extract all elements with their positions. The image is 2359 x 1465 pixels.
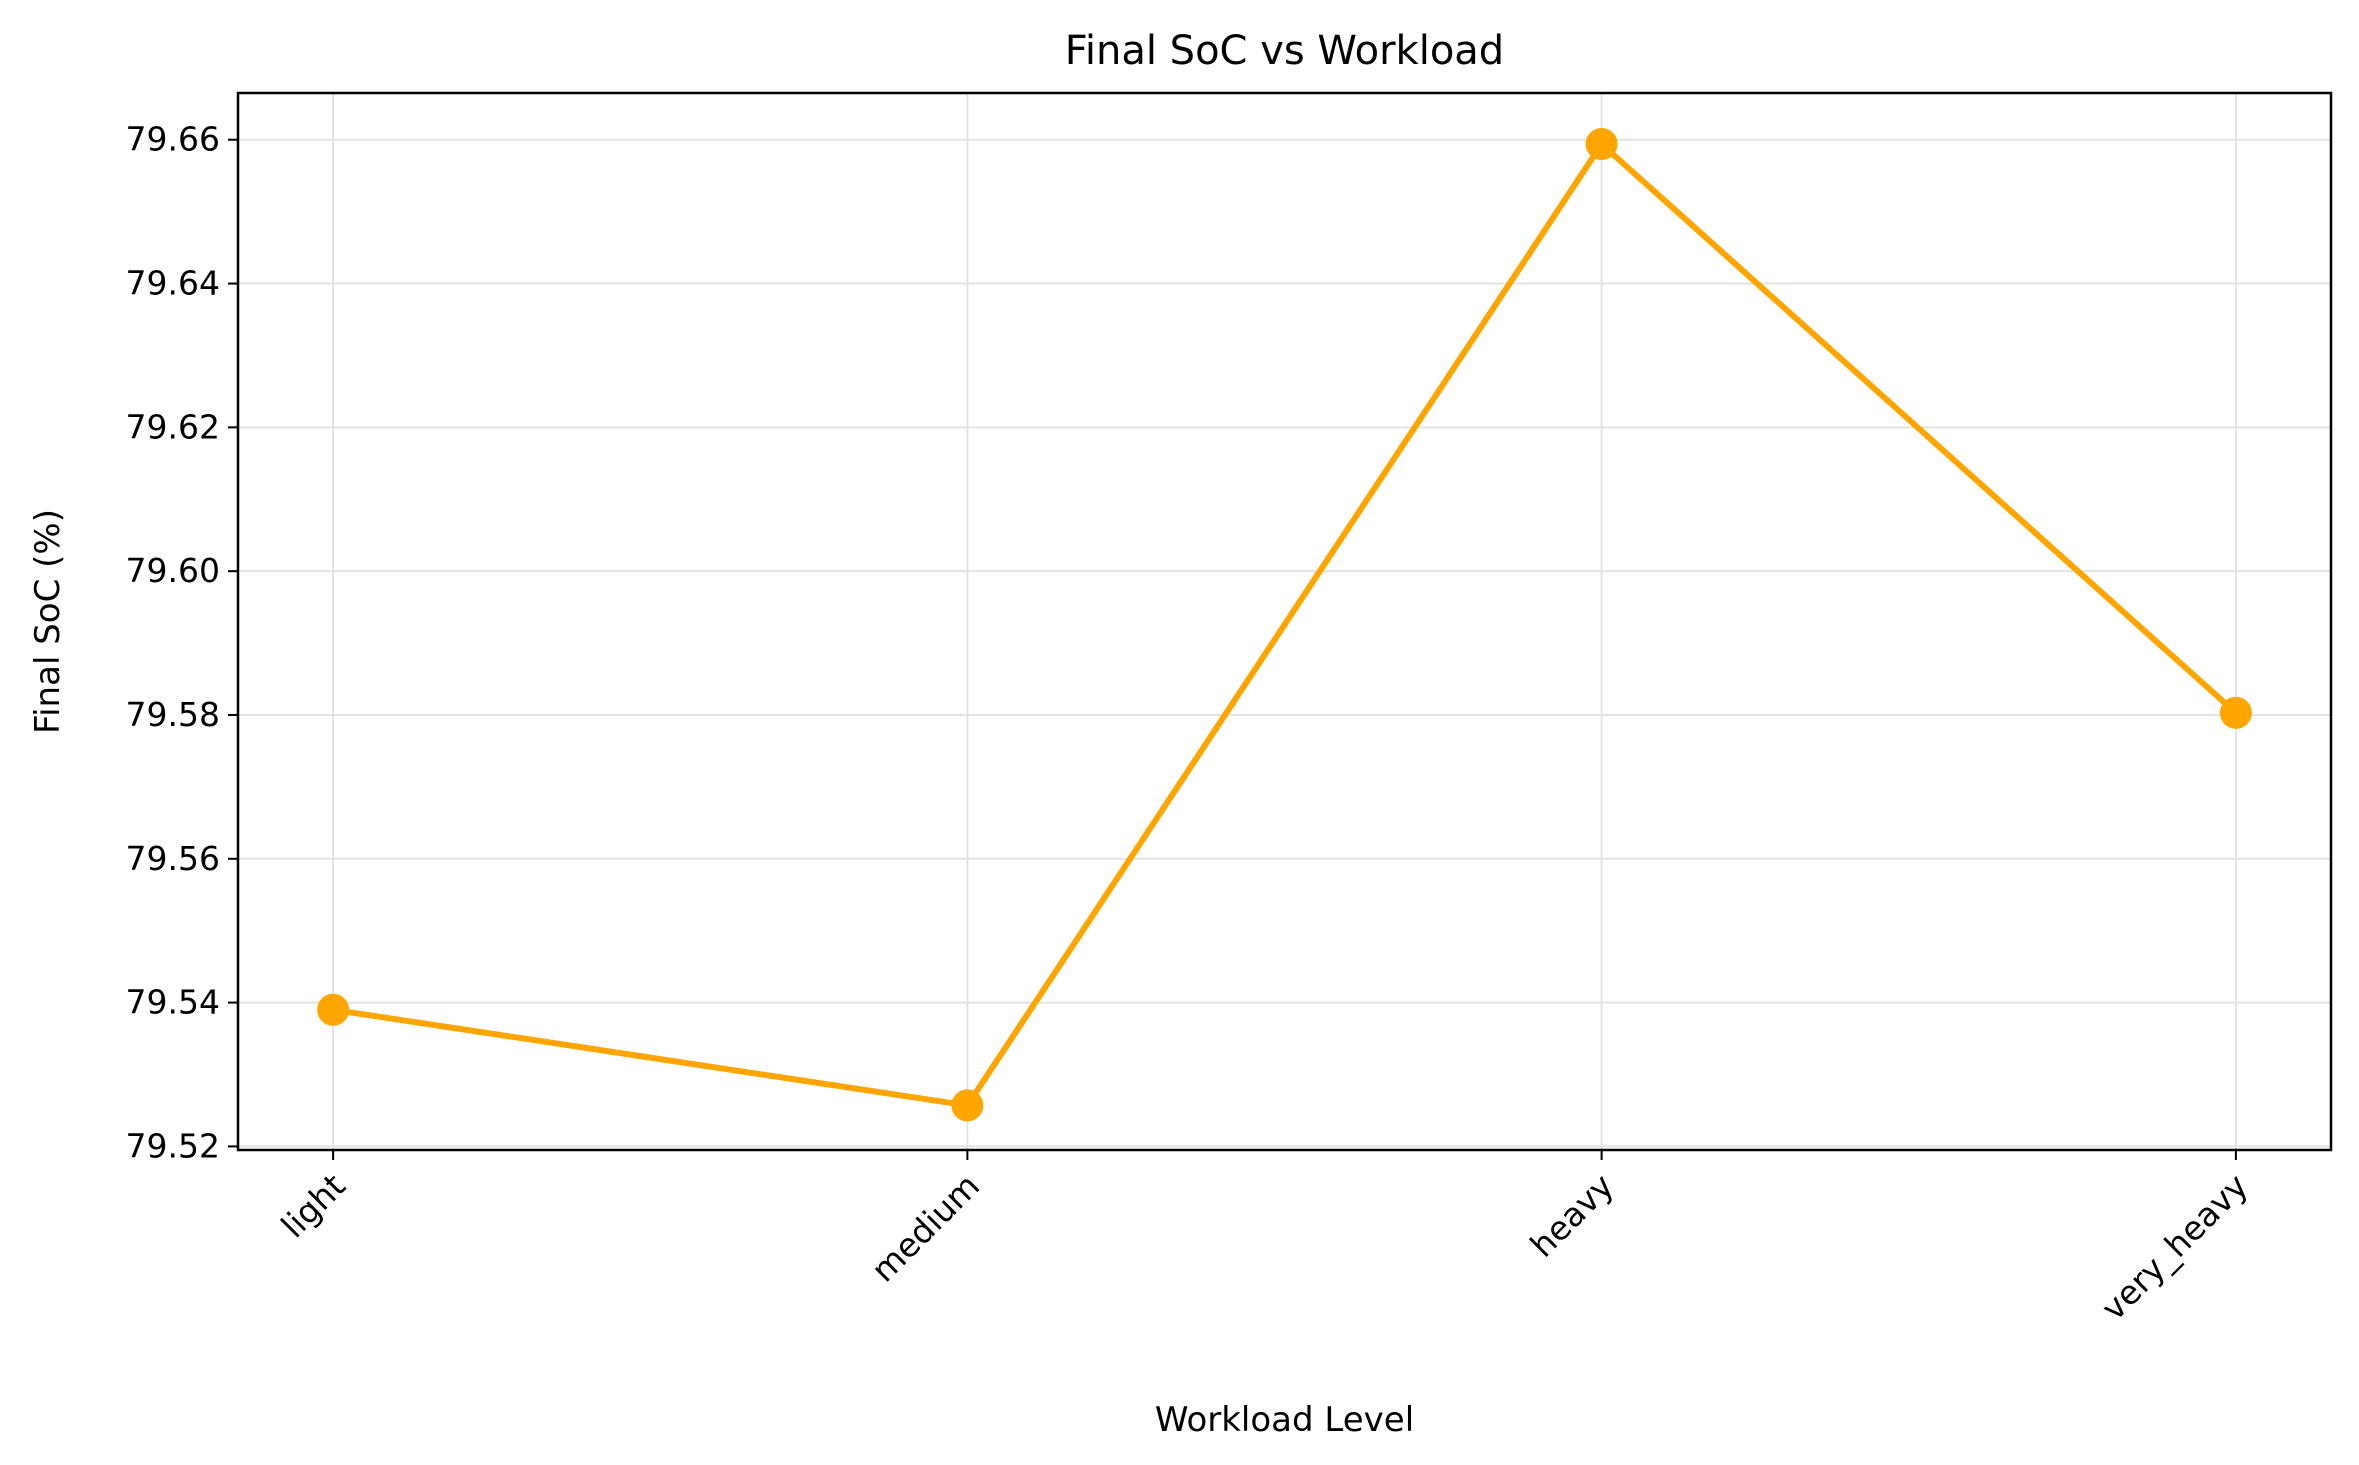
y-tick-label: 79.64 <box>126 264 220 303</box>
series-layer <box>317 128 2252 1122</box>
plot-area-frame <box>236 91 2333 1152</box>
y-tick-label: 79.62 <box>126 407 220 446</box>
data-point-very_heavy <box>2219 696 2252 729</box>
y-tick-label: 79.60 <box>126 551 220 590</box>
series-line <box>330 141 2239 1109</box>
data-point-heavy <box>1585 128 1618 161</box>
y-tick-label: 79.56 <box>126 839 220 878</box>
y-tick-label: 79.54 <box>126 983 220 1022</box>
y-tick-label: 79.58 <box>126 695 220 734</box>
x-axis-label: Workload Level <box>1155 1400 1414 1440</box>
grid-lines <box>238 93 2331 1150</box>
data-point-light <box>317 993 350 1026</box>
y-tick-label: 79.52 <box>126 1126 220 1165</box>
y-tick-label: 79.66 <box>126 120 220 159</box>
y-axis-label: Final SoC (%) <box>28 509 68 734</box>
y-axis-ticks: 79.52 79.54 79.56 79.58 79.60 79.62 79.64 79.66 <box>126 120 238 1165</box>
data-point-medium <box>951 1089 984 1122</box>
chart-title: Final SoC vs Workload <box>1065 28 1504 74</box>
